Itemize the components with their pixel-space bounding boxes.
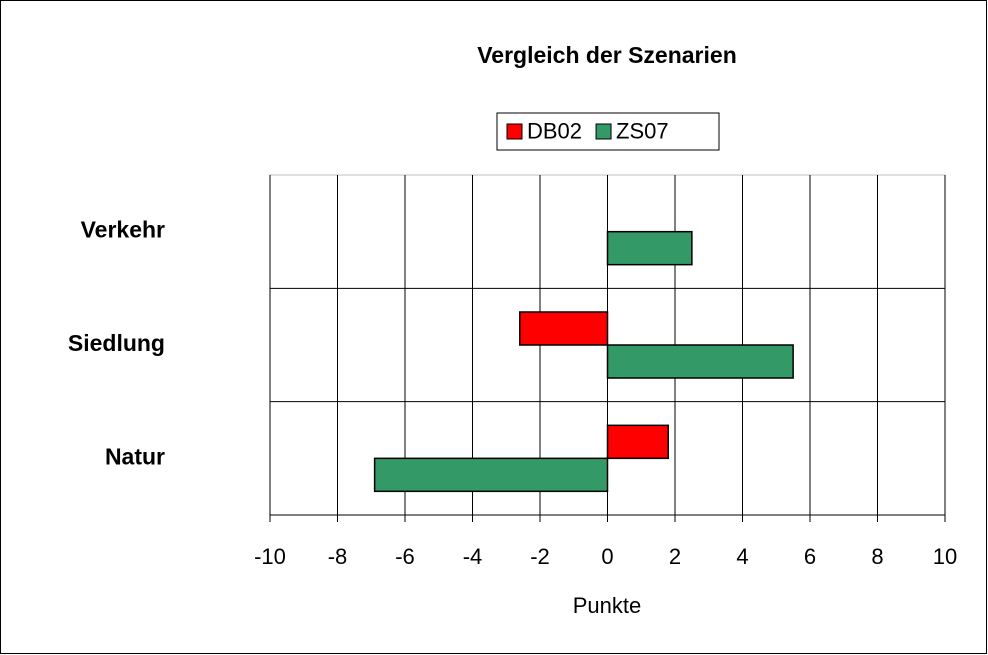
bar	[606, 424, 669, 460]
legend-label: ZS07	[616, 118, 669, 143]
x-tick-label: 10	[933, 544, 957, 569]
x-tick-label: -4	[463, 544, 483, 569]
x-tick-label: 0	[601, 544, 613, 569]
y-tick-label: Natur	[105, 443, 165, 469]
x-tick-label: -6	[395, 544, 415, 569]
bar	[519, 311, 609, 346]
bar	[373, 457, 609, 493]
x-tick-label: 4	[736, 544, 748, 569]
x-tick-label: -10	[254, 544, 286, 569]
x-tick-label: 8	[871, 544, 883, 569]
legend-label: DB02	[527, 118, 582, 143]
y-tick-label: Siedlung	[68, 330, 165, 356]
x-tick-label: 2	[669, 544, 681, 569]
y-tick-label: Verkehr	[81, 217, 165, 243]
legend-swatch	[595, 123, 612, 140]
bar	[606, 344, 794, 379]
x-tick-label: -8	[328, 544, 348, 569]
bar	[606, 230, 693, 266]
x-axis-label: Punkte	[573, 593, 642, 618]
x-tick-label: 6	[804, 544, 816, 569]
chart-title: Vergleich der Szenarien	[477, 42, 737, 68]
legend-swatch	[506, 123, 523, 140]
x-tick-label: -2	[530, 544, 550, 569]
